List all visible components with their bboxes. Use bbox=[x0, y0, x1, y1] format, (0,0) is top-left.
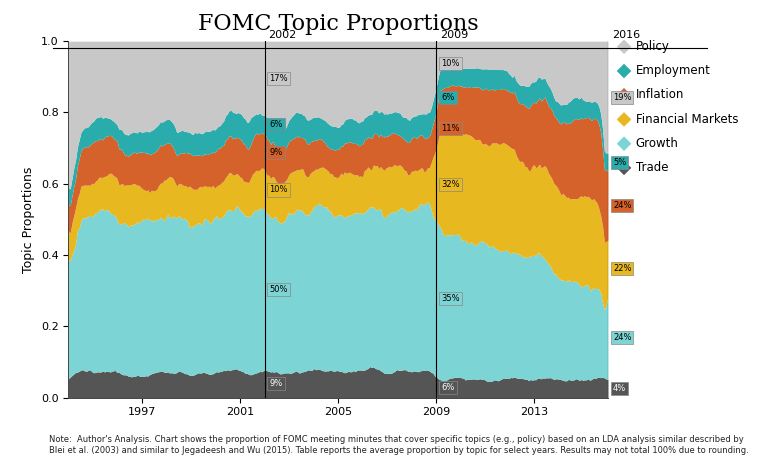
Text: 6%: 6% bbox=[442, 93, 454, 102]
Text: 35%: 35% bbox=[442, 294, 460, 303]
Text: 50%: 50% bbox=[270, 285, 288, 294]
Text: 11%: 11% bbox=[442, 124, 460, 133]
Text: 9%: 9% bbox=[270, 148, 283, 157]
Legend: Policy, Employment, Inflation, Financial Markets, Growth, Trade: Policy, Employment, Inflation, Financial… bbox=[619, 40, 738, 174]
Text: 6%: 6% bbox=[270, 120, 283, 129]
Text: 32%: 32% bbox=[442, 180, 460, 189]
Text: 2002: 2002 bbox=[268, 30, 296, 40]
Text: 9%: 9% bbox=[270, 379, 283, 388]
Text: 2009: 2009 bbox=[440, 30, 468, 40]
Text: 24%: 24% bbox=[613, 201, 632, 210]
Text: 2016: 2016 bbox=[612, 30, 640, 40]
Title: FOMC Topic Proportions: FOMC Topic Proportions bbox=[198, 13, 479, 35]
Text: 10%: 10% bbox=[270, 186, 288, 194]
Text: Note:  Author's Analysis. Chart shows the proportion of FOMC meeting minutes tha: Note: Author's Analysis. Chart shows the… bbox=[49, 436, 749, 455]
Text: 17%: 17% bbox=[270, 74, 288, 83]
Text: 5%: 5% bbox=[613, 158, 626, 167]
Text: 24%: 24% bbox=[613, 333, 632, 342]
Text: 10%: 10% bbox=[442, 58, 460, 68]
Text: 22%: 22% bbox=[613, 264, 632, 273]
Text: 4%: 4% bbox=[613, 384, 626, 393]
Text: 19%: 19% bbox=[613, 93, 632, 101]
Text: 6%: 6% bbox=[442, 383, 454, 392]
Y-axis label: Topic Proportions: Topic Proportions bbox=[22, 166, 36, 272]
